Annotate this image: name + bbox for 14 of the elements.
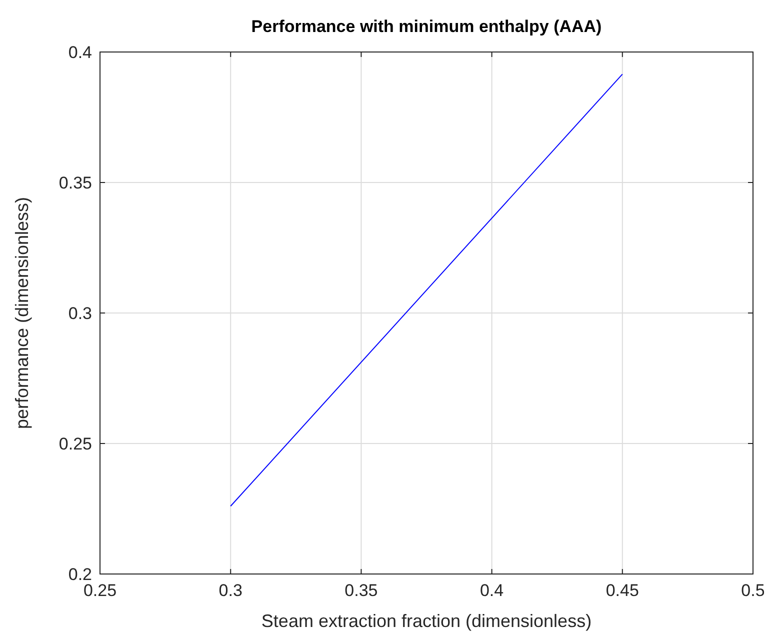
x-tick-label: 0.25: [83, 581, 117, 600]
x-tick-label: 0.4: [480, 581, 504, 600]
y-tick-label: 0.3: [68, 304, 92, 323]
y-axis-title: performance (dimensionless): [12, 196, 32, 430]
x-tick-label: 0.3: [218, 581, 242, 600]
y-tick-label: 0.25: [58, 434, 92, 454]
x-axis-title: Steam extraction fraction (dimensionless): [261, 611, 592, 631]
y-tick-label: 0.35: [58, 173, 92, 192]
x-tick-label: 0.5: [741, 581, 765, 600]
y-tick-label: 0.4: [68, 42, 92, 62]
x-tick-label: 0.45: [606, 581, 639, 600]
x-tick-label: 0.35: [344, 581, 378, 600]
chart-title: Performance with minimum enthalpy (AAA): [251, 17, 602, 36]
y-tick-label: 0.2: [68, 564, 92, 584]
